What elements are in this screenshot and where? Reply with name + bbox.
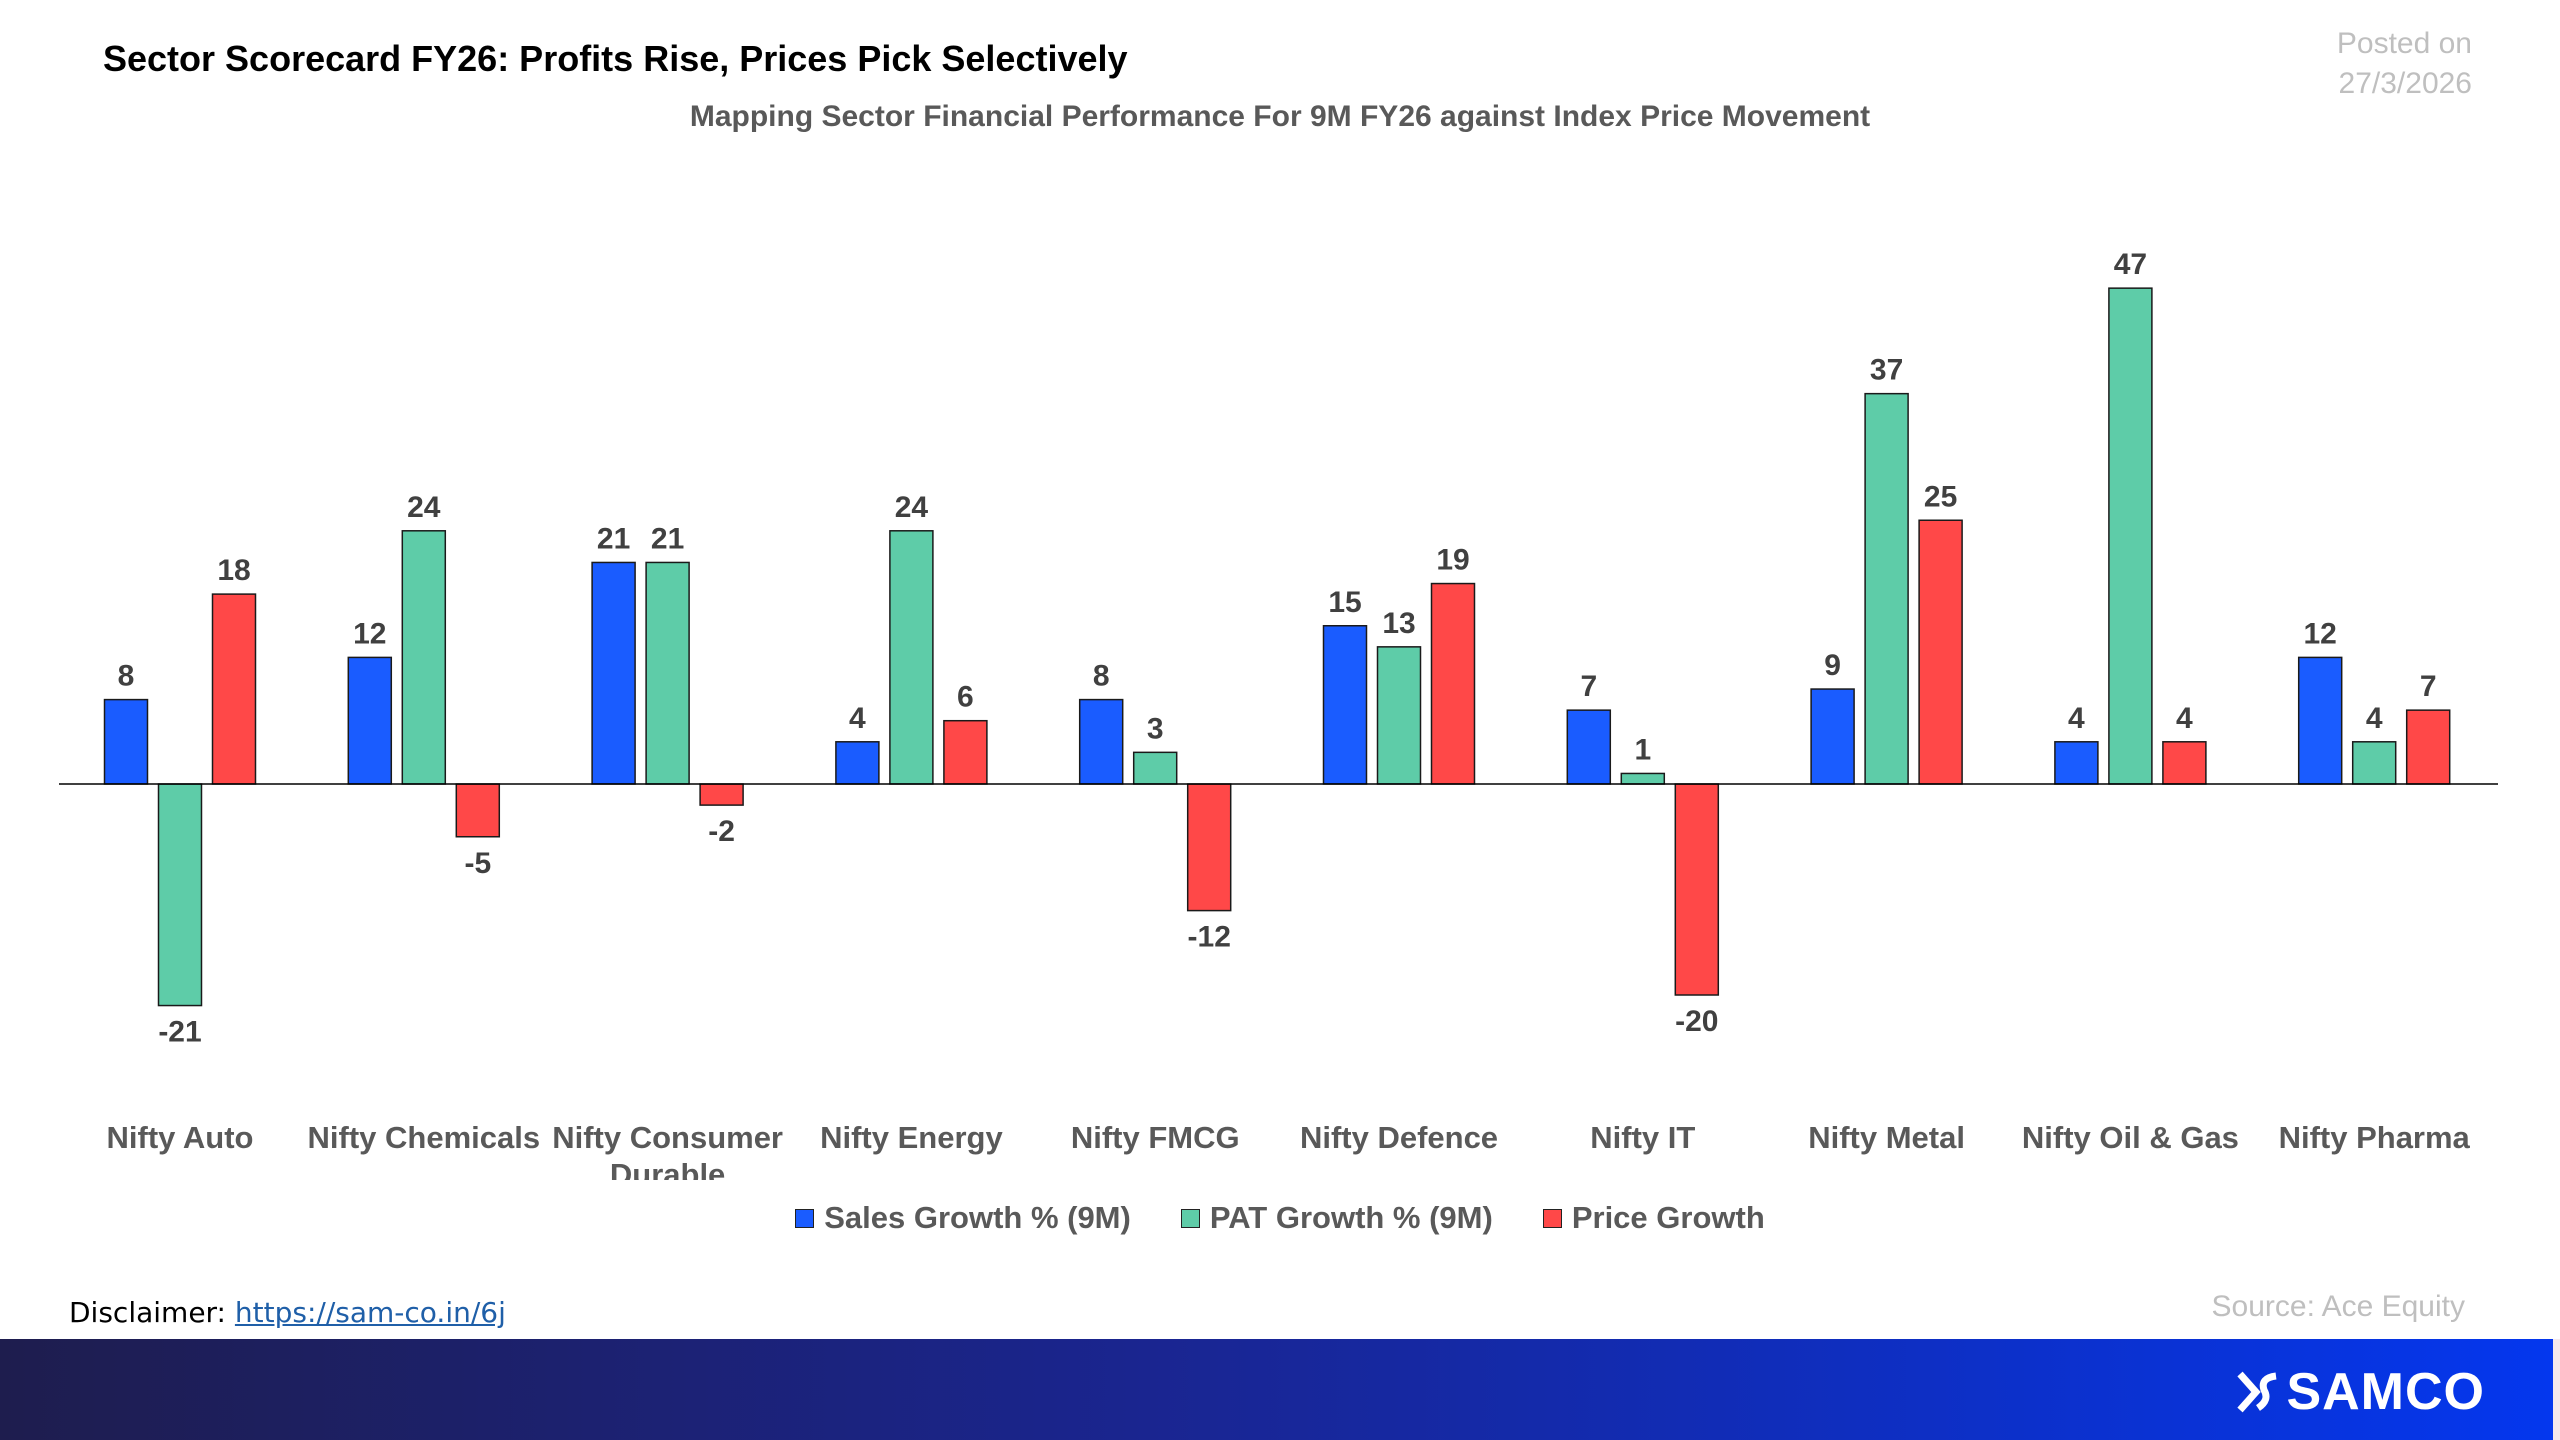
data-label: 21 — [651, 522, 684, 555]
bar — [1864, 392, 1909, 785]
bar — [1810, 688, 1855, 785]
legend-label: PAT Growth % (9M) — [1209, 1200, 1493, 1235]
data-label: 12 — [353, 617, 386, 650]
legend-label: Price Growth — [1571, 1200, 1765, 1235]
bar — [1186, 783, 1232, 912]
bar — [455, 783, 501, 838]
bar — [1322, 625, 1368, 785]
category-label: Nifty Oil & Gas — [2022, 1120, 2239, 1155]
data-label: -12 — [1188, 921, 1231, 954]
category-label: Nifty Metal — [1808, 1120, 1965, 1155]
data-label: 13 — [1382, 607, 1415, 640]
data-label: 15 — [1328, 586, 1361, 619]
category-label: Nifty Auto — [107, 1120, 254, 1155]
bar — [1430, 582, 1476, 785]
data-label: 3 — [1147, 712, 1164, 745]
legend-item: Price Growth — [1542, 1200, 1765, 1236]
category-label: Nifty Consumer Durable — [552, 1120, 783, 1180]
data-label: 4 — [2366, 702, 2383, 735]
data-label: 9 — [1824, 649, 1841, 682]
bar — [1132, 751, 1178, 785]
data-label: 25 — [1924, 480, 1957, 513]
category-label: Nifty Defence — [1300, 1120, 1498, 1155]
bar — [889, 530, 934, 785]
bar — [401, 530, 447, 785]
legend-item: PAT Growth % (9M) — [1180, 1200, 1493, 1236]
bar — [2108, 287, 2153, 785]
bar — [2405, 709, 2451, 785]
bar — [2351, 741, 2397, 785]
legend-swatch — [1180, 1208, 1200, 1228]
bar — [1376, 646, 1422, 785]
legend-label: Sales Growth % (9M) — [824, 1200, 1131, 1235]
data-label: -20 — [1675, 1005, 1718, 1038]
bar — [347, 656, 393, 785]
posted-date: Posted on 27/3/2026 — [2337, 24, 2472, 104]
samco-logo: SAMCO — [2236, 1362, 2485, 1422]
disclaimer-link[interactable]: https://sam-co.in/6j — [234, 1296, 506, 1329]
chart-title: Sector Scorecard FY26: Profits Rise, Pri… — [103, 38, 1128, 79]
data-label: 6 — [957, 681, 974, 714]
data-label: -2 — [708, 815, 735, 848]
legend-item: Sales Growth % (9M) — [795, 1200, 1131, 1236]
category-label: Nifty Energy — [820, 1120, 1003, 1155]
data-label: 7 — [2420, 670, 2437, 703]
category-label: Nifty Pharma — [2279, 1120, 2471, 1155]
disclaimer-label: Disclaimer: — [69, 1296, 226, 1329]
data-label: 18 — [217, 554, 250, 587]
data-label: 4 — [2068, 702, 2085, 735]
disclaimer: Disclaimer: https://sam-co.in/6j — [69, 1296, 506, 1329]
data-label: 4 — [2176, 702, 2193, 735]
posted-label: Posted on — [2336, 27, 2472, 60]
data-label: 1 — [1634, 733, 1651, 766]
category-label: Nifty FMCG — [1071, 1120, 1240, 1155]
bar — [211, 593, 257, 785]
samco-logo-icon — [2237, 1371, 2278, 1413]
data-label: 24 — [895, 491, 929, 524]
footer-edge — [2553, 1339, 2560, 1440]
source-note: Source: Ace Equity — [2211, 1290, 2465, 1323]
data-label: 8 — [1093, 660, 1110, 693]
footer-band — [0, 1339, 2553, 1440]
samco-logo-text: SAMCO — [2286, 1363, 2485, 1421]
data-label: 8 — [118, 660, 135, 693]
bar — [2162, 741, 2207, 785]
bar — [943, 719, 988, 785]
legend: Sales Growth % (9M) PAT Growth % (9M) Pric… — [0, 1200, 2560, 1236]
bar — [103, 698, 149, 785]
data-label: 19 — [1436, 544, 1469, 577]
bar — [2054, 741, 2099, 785]
bar — [2297, 656, 2343, 785]
bar — [1918, 519, 1963, 785]
data-label: 12 — [2304, 617, 2337, 650]
bar — [591, 561, 636, 785]
data-label: 37 — [1870, 354, 1903, 387]
bar — [1620, 772, 1666, 785]
legend-swatch — [795, 1208, 815, 1228]
chart-subtitle: Mapping Sector Financial Performance For… — [689, 100, 1871, 133]
data-label: -21 — [158, 1016, 201, 1049]
posted-date-value: 27/3/2026 — [2338, 67, 2472, 100]
bar — [1078, 698, 1124, 785]
data-label: 7 — [1580, 670, 1597, 703]
data-label: 47 — [2114, 248, 2147, 281]
category-label: Nifty Chemicals — [308, 1120, 541, 1155]
bar — [1674, 783, 1720, 996]
legend-swatch — [1542, 1208, 1562, 1228]
data-label: 24 — [407, 491, 441, 524]
data-label: -5 — [464, 847, 491, 880]
bar — [835, 741, 880, 785]
bar — [157, 783, 203, 1007]
bar — [1566, 709, 1612, 785]
bar — [699, 783, 744, 806]
bar — [645, 561, 690, 785]
data-label: 4 — [849, 702, 866, 735]
category-label: Nifty IT — [1590, 1120, 1695, 1155]
data-label: 21 — [597, 522, 630, 555]
